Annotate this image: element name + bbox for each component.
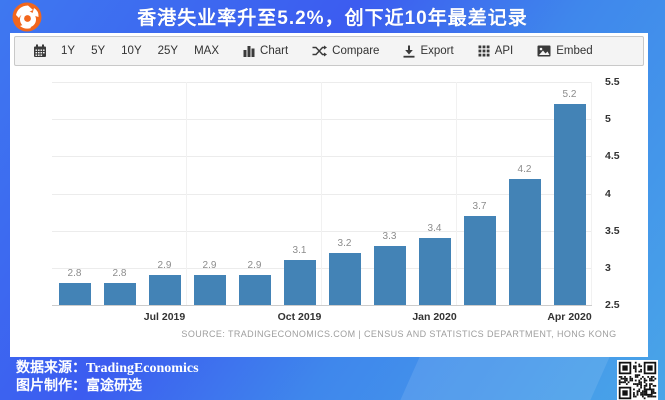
bar-value-label: 2.8 bbox=[67, 267, 82, 279]
x-axis-tick-label: Oct 2019 bbox=[277, 311, 322, 323]
range-button-10y[interactable]: 10Y bbox=[121, 45, 142, 57]
y-axis-tick-label: 3 bbox=[605, 261, 611, 274]
bar-value-label: 2.8 bbox=[112, 267, 127, 279]
gridline bbox=[52, 156, 592, 158]
y-axis-tick-label: 5.5 bbox=[605, 76, 620, 88]
compare-label: Compare bbox=[332, 45, 380, 57]
unemployment-bar[interactable] bbox=[553, 104, 586, 305]
unemployment-bar[interactable] bbox=[328, 252, 361, 305]
x-axis-tick-label: Apr 2020 bbox=[547, 311, 592, 323]
gridline-vertical bbox=[186, 82, 187, 305]
bar-chart-icon bbox=[243, 46, 255, 57]
footer-banner: 数据来源：TradingEconomics 图片制作：富途研选 bbox=[0, 357, 665, 400]
bar-value-label: 3.7 bbox=[472, 200, 487, 212]
gridline-vertical bbox=[591, 82, 592, 305]
bar-value-label: 3.2 bbox=[337, 237, 352, 249]
range-button-1y[interactable]: 1Y bbox=[61, 45, 76, 57]
unemployment-bar[interactable] bbox=[193, 275, 226, 305]
unemployment-bar[interactable] bbox=[148, 275, 181, 305]
bar-value-label: 4.2 bbox=[517, 163, 532, 175]
qr-code bbox=[617, 360, 658, 400]
image-credit-line: 图片制作：富途研选 bbox=[16, 379, 142, 394]
data-source-line: 数据来源：TradingEconomics bbox=[16, 361, 199, 376]
bar-value-label: 2.9 bbox=[202, 260, 217, 272]
x-axis-tick-label: Jul 2019 bbox=[143, 311, 186, 323]
download-icon bbox=[403, 45, 415, 58]
embed-button[interactable]: Embed bbox=[529, 37, 600, 65]
gridline bbox=[52, 230, 592, 232]
calendar-icon bbox=[34, 44, 46, 57]
footer-accent-stripe bbox=[400, 357, 610, 400]
footer-credits: 数据来源：TradingEconomics 图片制作：富途研选 bbox=[16, 360, 199, 396]
x-axis-tick-label: Jan 2020 bbox=[412, 311, 457, 323]
gridline bbox=[52, 267, 592, 269]
unemployment-bar[interactable] bbox=[238, 275, 271, 305]
chart-card: 1Y 5Y 10Y 25Y MAX Chart bbox=[10, 33, 648, 357]
chart-toolbar: 1Y 5Y 10Y 25Y MAX Chart bbox=[14, 36, 644, 66]
unemployment-bar[interactable] bbox=[418, 238, 451, 305]
range-button-5y[interactable]: 5Y bbox=[91, 45, 106, 57]
source-attribution: SOURCE: TRADINGECONOMICS.COM | CENSUS AN… bbox=[181, 329, 617, 339]
export-button[interactable]: Export bbox=[395, 37, 461, 65]
unemployment-bar[interactable] bbox=[373, 245, 406, 305]
unemployment-bar[interactable] bbox=[508, 178, 541, 305]
futu-bull-logo-icon bbox=[12, 2, 42, 32]
plot-area: 5.5 5 4.5 4 3.5 3 2.5 2.8 2.8 2.9 Jul 2019 2.9 2.9 3.… bbox=[52, 76, 620, 323]
unemployment-bar[interactable] bbox=[283, 260, 316, 305]
y-axis-tick-label: 5 bbox=[605, 113, 611, 126]
gridline bbox=[52, 82, 592, 83]
gridline-vertical bbox=[456, 82, 457, 305]
y-axis-tick-label: 4.5 bbox=[605, 150, 620, 163]
calendar-button[interactable] bbox=[27, 37, 53, 65]
bar-value-label: 2.9 bbox=[247, 260, 262, 272]
range-button-max[interactable]: MAX bbox=[194, 45, 220, 57]
y-axis-tick-label: 2.5 bbox=[605, 299, 620, 311]
bar-value-label: 5.2 bbox=[562, 89, 577, 101]
unemployment-bar[interactable] bbox=[58, 282, 91, 305]
chart-type-button[interactable]: Chart bbox=[235, 37, 296, 65]
export-label: Export bbox=[420, 45, 454, 57]
bar-value-label: 2.9 bbox=[157, 260, 172, 272]
x-axis-line bbox=[52, 305, 592, 306]
bar-value-label: 3.3 bbox=[382, 230, 397, 242]
bar-value-label: 3.4 bbox=[427, 223, 442, 235]
grid-dots-icon bbox=[478, 45, 490, 57]
gridline-vertical bbox=[321, 82, 322, 305]
top-banner: 香港失业率升至5.2%，创下近10年最差记录 bbox=[0, 0, 665, 33]
y-axis-tick-label: 4 bbox=[605, 187, 611, 200]
shuffle-icon bbox=[312, 45, 328, 57]
bar-value-label: 3.1 bbox=[292, 245, 307, 257]
unemployment-bar[interactable] bbox=[103, 282, 136, 305]
image-icon bbox=[537, 45, 551, 57]
gridline bbox=[52, 119, 592, 121]
chart-type-label: Chart bbox=[260, 45, 289, 57]
compare-button[interactable]: Compare bbox=[304, 37, 387, 65]
page-title: 香港失业率升至5.2%，创下近10年最差记录 bbox=[137, 8, 528, 29]
api-button[interactable]: API bbox=[470, 37, 522, 65]
embed-label: Embed bbox=[556, 45, 593, 57]
unemployment-bar[interactable] bbox=[463, 215, 496, 305]
gridline bbox=[52, 193, 592, 195]
chart-zone: 5.5 5 4.5 4 3.5 3 2.5 2.8 2.8 2.9 Jul 2019 2.9 2.9 3.… bbox=[10, 67, 648, 357]
api-label: API bbox=[494, 45, 514, 57]
range-button-25y[interactable]: 25Y bbox=[157, 45, 179, 57]
y-axis-tick-label: 3.5 bbox=[605, 224, 620, 237]
